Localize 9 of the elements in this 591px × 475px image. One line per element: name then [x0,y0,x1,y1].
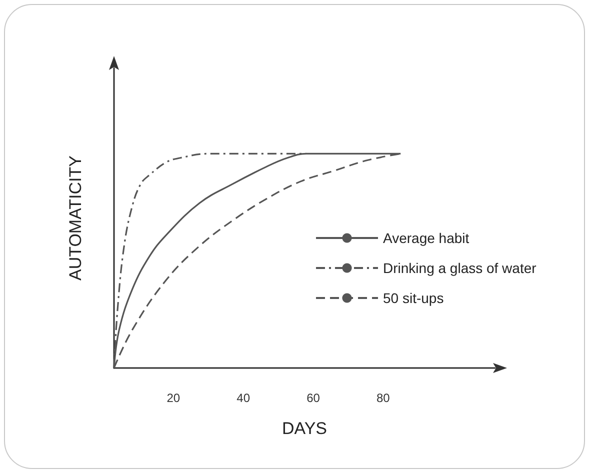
x-axis-title: DAYS [282,419,328,438]
x-tick-label: 40 [236,391,250,405]
legend-label: Drinking a glass of water [383,260,537,276]
legend-label: 50 sit-ups [383,290,444,306]
legend-label: Average habit [383,230,470,246]
y-axis-title: AUTOMATICITY [66,156,85,280]
x-tick-label: 20 [166,391,180,405]
x-tick-label: 60 [306,391,320,405]
x-tick-label: 80 [376,391,390,405]
